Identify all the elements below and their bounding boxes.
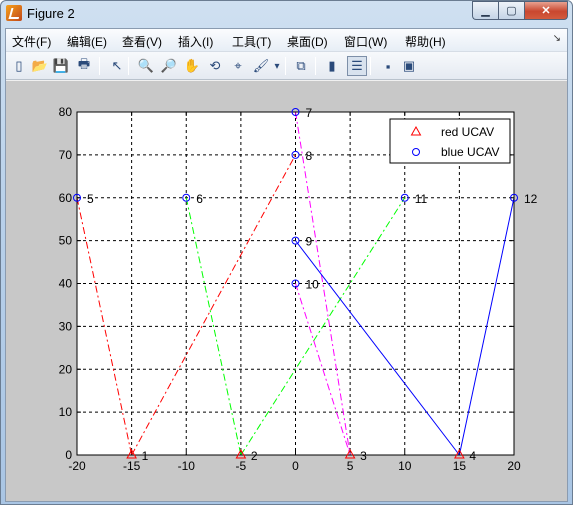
new-figure-icon[interactable]: ▯: [15, 58, 23, 73]
menu-help[interactable]: 帮助(H): [405, 35, 446, 49]
hide-plot-tools-icon[interactable]: ▪: [385, 58, 391, 74]
point-label: 11: [415, 192, 428, 206]
path-line: [295, 111, 351, 456]
maximize-button[interactable]: ▢: [498, 1, 524, 20]
path-line: [458, 197, 515, 456]
dock-arrow-icon[interactable]: ↘: [552, 33, 561, 44]
toolbar-separator: [128, 57, 129, 75]
pan-hand-icon[interactable]: ✋: [183, 58, 201, 73]
toolbar-separator: [370, 57, 371, 75]
y-tick-label: 20: [59, 362, 73, 376]
y-tick-label: 60: [59, 191, 73, 205]
red-ucav-marker: [454, 448, 465, 459]
menu-desktop[interactable]: 桌面(D): [287, 35, 328, 49]
legend-box: [389, 118, 511, 164]
x-tick-label: -15: [123, 459, 141, 473]
title-bar[interactable]: Figure 2 ▁ ▢ ✕: [1, 1, 572, 27]
zoom-in-icon[interactable]: 🔍: [137, 58, 155, 73]
point-label: 2: [251, 449, 258, 463]
y-tick-label: 10: [59, 405, 73, 419]
legend-red-marker: [410, 125, 422, 136]
window-controls: ▁ ▢ ✕: [472, 1, 568, 20]
x-tick-label: 0: [292, 459, 299, 473]
show-plot-tools-icon[interactable]: ▣: [402, 58, 416, 73]
brush-dropdown-icon[interactable]: ▾: [274, 60, 280, 72]
blue-ucav-marker: [291, 150, 300, 159]
blue-ucav-marker: [291, 108, 300, 116]
point-label: 10: [306, 278, 320, 292]
point-label: 5: [87, 192, 94, 206]
toolbar-separator: [285, 57, 286, 75]
y-tick-label: 80: [59, 105, 73, 119]
data-cursor-icon[interactable]: ⌖: [234, 58, 242, 73]
menu-edit[interactable]: 编辑(E): [67, 35, 107, 49]
x-tick-label: 10: [398, 459, 412, 473]
figure-canvas: -20 -15 -10 -5 0 5 10 15 20 0 10 20 30 40 50 60 70 80 1 2 3 4…: [6, 81, 567, 501]
x-tick-label: -20: [68, 459, 86, 473]
blue-ucav-marker: [510, 193, 518, 202]
arrow-select-icon[interactable]: ↖: [111, 58, 123, 73]
menu-file[interactable]: 文件(F): [12, 35, 52, 49]
close-button[interactable]: ✕: [524, 1, 568, 20]
legend-label: red UCAV: [441, 125, 494, 139]
toolbar-separator: [315, 57, 316, 75]
rotate-3d-icon[interactable]: ⟲: [209, 58, 221, 73]
point-label: 9: [306, 235, 313, 249]
minimize-button[interactable]: ▁: [472, 1, 498, 20]
axes-box: [76, 111, 515, 456]
blue-ucav-marker: [73, 193, 81, 202]
save-icon[interactable]: 💾: [52, 58, 70, 73]
y-tick-label: 50: [59, 234, 73, 248]
blue-ucav-marker: [182, 193, 191, 202]
y-tick-label: 70: [59, 148, 73, 162]
window-title: Figure 2: [27, 6, 75, 21]
blue-ucav-marker: [400, 193, 409, 202]
brush-icon[interactable]: 🖌: [252, 58, 270, 73]
zoom-out-icon[interactable]: 🔎: [160, 58, 178, 73]
legend-blue-marker: [412, 148, 420, 156]
path-line: [295, 240, 460, 456]
point-label: 7: [306, 106, 313, 120]
point-label: 6: [196, 192, 203, 206]
point-label: 8: [306, 149, 313, 163]
x-tick-label: -10: [178, 459, 196, 473]
x-tick-label: -5: [236, 459, 247, 473]
legend-label: blue UCAV: [441, 145, 499, 159]
figure-toolbar: ▯ 📂 💾 🖶 ↖ 🔍 🔎 ✋ ⟲ ⌖ 🖌 ▾ ⧉ ▮ ☰ ▪ ▣: [6, 52, 567, 80]
menu-bar: 文件(F) 编辑(E) 查看(V) 插入(I) 工具(T) 桌面(D) 窗口(W…: [6, 29, 567, 52]
point-label: 12: [524, 192, 538, 206]
path-line: [185, 197, 242, 456]
link-plot-icon[interactable]: ⧉: [296, 58, 306, 73]
colorbar-icon[interactable]: ▮: [328, 58, 336, 73]
x-tick-label: 15: [453, 459, 467, 473]
toolbar-separator: [99, 57, 100, 75]
legend-icon[interactable]: ☰: [347, 56, 367, 76]
path-line: [131, 154, 296, 456]
y-tick-label: 30: [59, 319, 73, 333]
red-ucav-marker: [126, 448, 137, 459]
matlab-icon: [6, 5, 22, 21]
path-line: [240, 197, 406, 456]
y-tick-label: 40: [59, 277, 73, 291]
menu-view[interactable]: 查看(V): [122, 35, 162, 49]
open-file-icon[interactable]: 📂: [31, 58, 49, 73]
point-label: 1: [142, 449, 149, 463]
path-line: [76, 197, 133, 456]
point-label: 4: [469, 449, 476, 463]
x-tick-label: 5: [347, 459, 354, 473]
y-tick-label: 0: [65, 448, 72, 462]
blue-ucav-marker: [291, 279, 300, 288]
red-ucav-marker: [235, 448, 247, 459]
menu-insert[interactable]: 插入(I): [178, 35, 214, 49]
print-icon[interactable]: 🖶: [77, 56, 91, 71]
blue-ucav-marker: [291, 236, 300, 245]
point-label: 3: [360, 449, 367, 463]
red-ucav-marker: [344, 448, 356, 459]
figure-client-area: 文件(F) 编辑(E) 查看(V) 插入(I) 工具(T) 桌面(D) 窗口(W…: [5, 28, 568, 502]
x-tick-label: 20: [507, 459, 521, 473]
menu-tools[interactable]: 工具(T): [232, 35, 272, 49]
menu-window[interactable]: 窗口(W): [344, 35, 388, 49]
